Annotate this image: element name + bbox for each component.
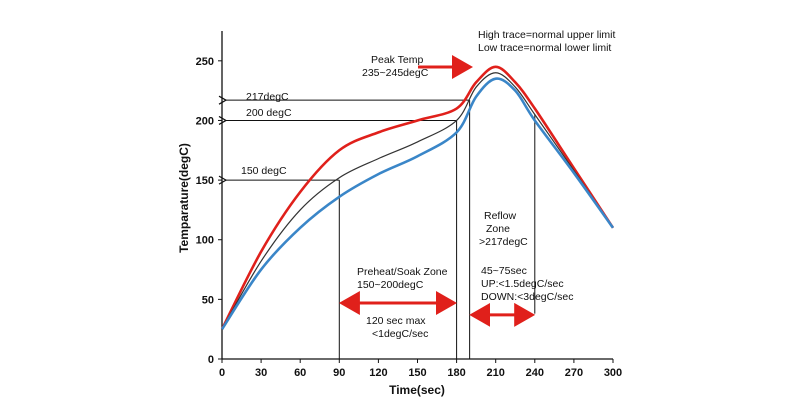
- preheat-rate-slope: <1degC/sec: [372, 328, 428, 340]
- reflow-zone-temp: >217degC: [479, 236, 528, 248]
- x-tick-label: 150: [408, 367, 426, 379]
- legend-high-trace: High trace=normal upper limit: [478, 29, 616, 41]
- high-trace-line: [220, 65, 615, 330]
- low-trace-line: [220, 77, 615, 330]
- preheat-zone-range: 150~200degC: [357, 279, 424, 291]
- reflow-zone-label: Reflow: [484, 210, 517, 222]
- ref-150-label: 150 degC: [241, 165, 287, 177]
- x-tick-label: 30: [255, 367, 267, 379]
- y-tick-label: 200: [196, 115, 214, 127]
- reflow-up-rate: UP:<1.5degC/sec: [481, 278, 564, 290]
- x-tick-label: 300: [604, 367, 622, 379]
- y-tick-label: 150: [196, 175, 214, 187]
- preheat-rate-time: 120 sec max: [366, 315, 426, 327]
- mid-trace-line: [221, 72, 614, 330]
- x-tick-label: 270: [565, 367, 583, 379]
- series-layer: [220, 65, 615, 330]
- x-tick-label: 180: [447, 367, 465, 379]
- y-axis-title: Temparature(degC): [177, 143, 191, 253]
- x-axis-title: Time(sec): [389, 383, 445, 397]
- x-tick-label: 60: [294, 367, 306, 379]
- peak-temp-label: Peak Temp: [371, 54, 423, 66]
- ref-217-label: 217degC: [246, 91, 289, 103]
- reflow-down-rate: DOWN:<3degC/sec: [481, 291, 574, 303]
- y-tick-label: 0: [208, 354, 214, 366]
- legend-low-trace: Low trace=normal lower limit: [478, 42, 611, 54]
- reflow-zone-word: Zone: [486, 223, 510, 235]
- ref-200-label: 200 degC: [246, 107, 292, 119]
- x-tick-label: 120: [369, 367, 387, 379]
- peak-temp-range: 235~245degC: [362, 67, 429, 79]
- x-tick-label: 90: [333, 367, 345, 379]
- y-tick-label: 100: [196, 235, 214, 247]
- y-tick-label: 50: [202, 294, 214, 306]
- x-tick-label: 240: [526, 367, 544, 379]
- x-tick-label: 210: [487, 367, 505, 379]
- x-tick-label: 0: [219, 367, 225, 379]
- preheat-zone-label: Preheat/Soak Zone: [357, 266, 448, 278]
- y-tick-label: 250: [196, 56, 214, 68]
- ticks-layer: 0 30 60 90 120 150 180 210 240 270 300 0 50 100 150 200…: [196, 56, 623, 379]
- reflow-time: 45~75sec: [481, 265, 527, 277]
